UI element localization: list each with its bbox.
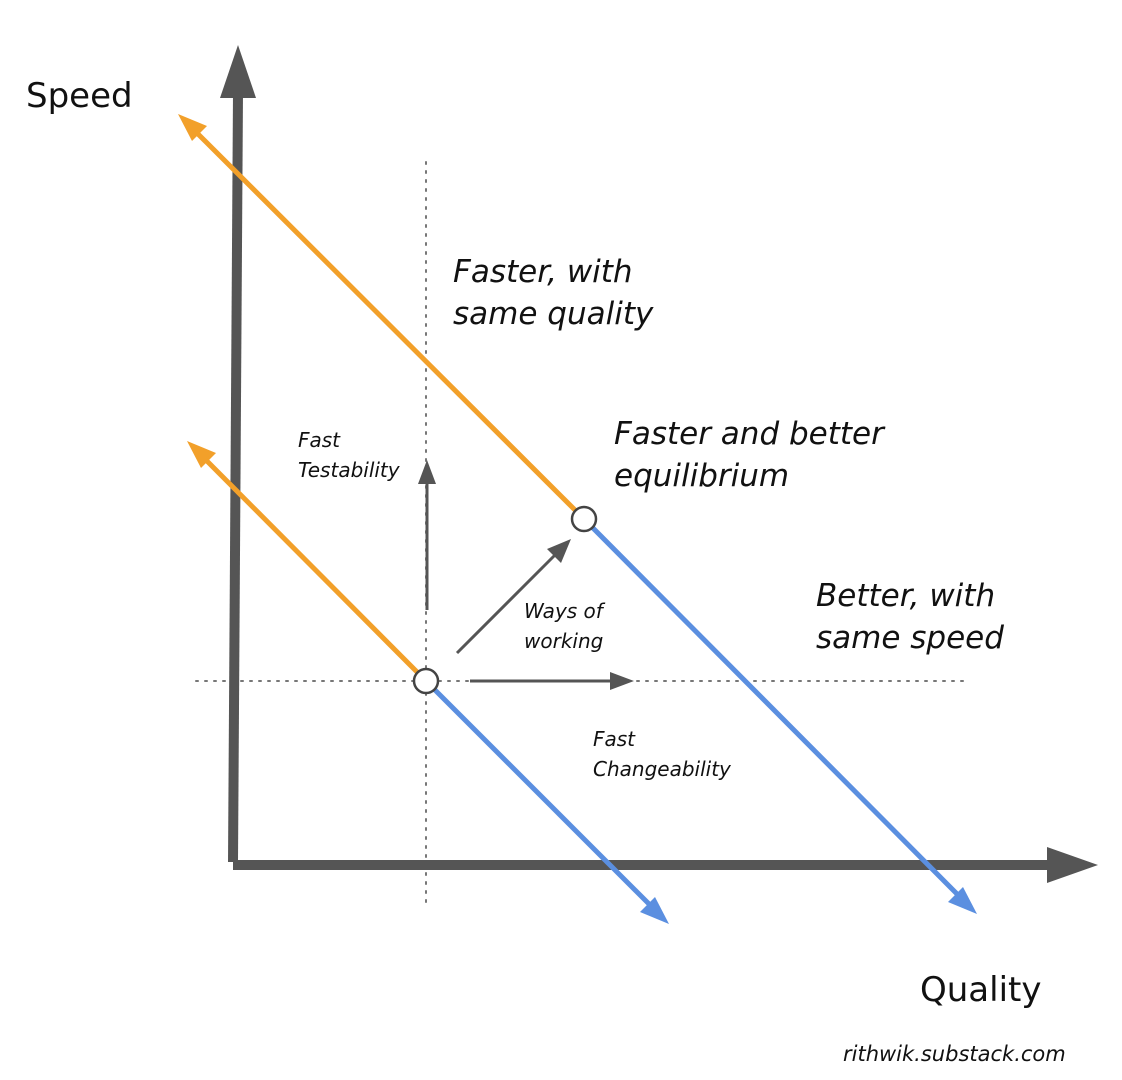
ways-of-working-arrow xyxy=(455,539,571,655)
faster-better-equilibrium-point xyxy=(570,505,598,533)
inner-tradeoff-line xyxy=(187,441,669,924)
outer-tradeoff-line xyxy=(178,114,977,914)
fast-testability-arrow xyxy=(418,460,436,610)
ways-of-working-label: Ways of working xyxy=(524,599,609,653)
fast-changeability-label: Fast Changeability xyxy=(593,727,732,781)
faster-same-quality-label: Faster, with same quality xyxy=(453,254,654,332)
outer-speed-arrowhead xyxy=(178,114,207,141)
outer-quality-arrowhead xyxy=(948,887,977,914)
inner-speed-arrowhead xyxy=(187,441,216,468)
fast-testability-arrowhead xyxy=(418,460,436,484)
ways-of-working-arrowhead xyxy=(547,539,571,563)
quality-axis-label: Quality xyxy=(920,970,1042,1010)
inner-quality-arrowhead xyxy=(640,897,669,924)
source-credit: rithwik.substack.com xyxy=(843,1042,1066,1066)
fast-changeability-arrow xyxy=(470,672,634,690)
x-axis xyxy=(233,847,1098,883)
faster-better-equilibrium-label: Faster and better equilibrium xyxy=(614,416,894,494)
outer-quality-arrow xyxy=(582,517,967,904)
x-axis-arrowhead xyxy=(1047,847,1098,883)
fast-changeability-arrowhead xyxy=(610,672,634,690)
outer-speed-arrow xyxy=(188,124,586,521)
y-axis-arrowhead xyxy=(220,45,256,98)
better-same-speed-label: Better, with same speed xyxy=(816,578,1005,656)
fast-testability-label: Fast Testability xyxy=(298,428,401,482)
current-equilibrium-point xyxy=(412,667,440,695)
inner-speed-arrow xyxy=(197,451,428,683)
speed-axis-label: Speed xyxy=(26,76,133,116)
y-axis xyxy=(220,45,256,863)
inner-quality-arrow xyxy=(424,679,659,914)
